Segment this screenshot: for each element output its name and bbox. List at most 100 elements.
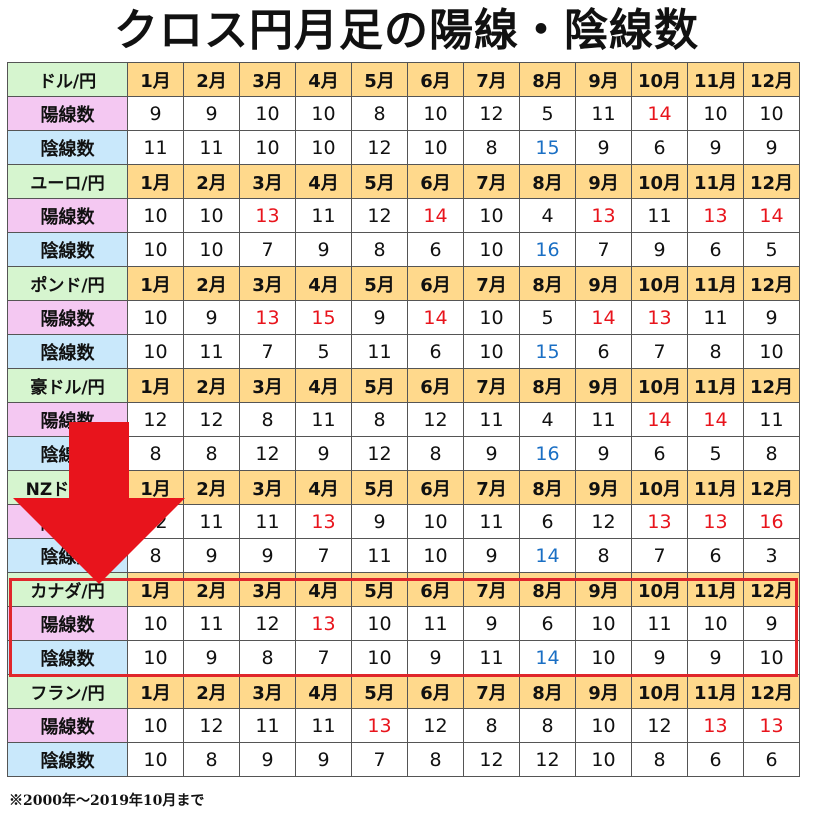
- month-label: 11月: [687, 674, 744, 709]
- yosen-count-cell: 10: [183, 198, 240, 233]
- insen-count-cell: 7: [239, 232, 296, 267]
- yosen-row: 陽線数 9 9 10 10 8 10 12 5 11 14 10 10: [7, 96, 800, 131]
- insen-row: 陰線数 10 9 8 7 10 9 11 14 10 9 9 10: [7, 640, 800, 675]
- month-label: 12月: [743, 572, 800, 607]
- insen-count-cell: 5: [295, 334, 352, 369]
- month-label: 4月: [295, 266, 352, 301]
- pair-header-row: ポンド/円 1月 2月 3月 4月 5月 6月 7月 8月 9月 10月 11月 12月: [7, 266, 800, 301]
- month-label: 5月: [351, 266, 408, 301]
- insen-count-cell: 6: [575, 334, 632, 369]
- yosen-count-cell: 12: [351, 198, 408, 233]
- month-label: 12月: [743, 368, 800, 403]
- month-label: 8月: [519, 368, 576, 403]
- yosen-count-cell: 6: [519, 504, 576, 539]
- yosen-count-cell: 14: [575, 300, 632, 335]
- yosen-count-cell: 10: [239, 96, 296, 131]
- insen-count-cell: 3: [743, 538, 800, 573]
- yosen-count-cell: 8: [239, 402, 296, 437]
- yosen-count-cell: 11: [575, 96, 632, 131]
- insen-count-cell: 9: [631, 640, 688, 675]
- month-label: 1月: [127, 266, 184, 301]
- yosen-count-cell: 11: [183, 606, 240, 641]
- pair-name: 豪ドル/円: [7, 368, 128, 403]
- month-label: 3月: [239, 266, 296, 301]
- insen-count-cell: 10: [575, 640, 632, 675]
- yosen-count-cell: 13: [295, 606, 352, 641]
- month-label: 10月: [631, 674, 688, 709]
- yosen-count-cell: 15: [295, 300, 352, 335]
- insen-row: 陰線数 10 8 9 9 7 8 12 12 10 8 6 6: [7, 742, 800, 777]
- month-label: 7月: [463, 572, 520, 607]
- insen-count-cell: 16: [519, 436, 576, 471]
- insen-count-cell: 9: [463, 538, 520, 573]
- month-label: 2月: [183, 368, 240, 403]
- yosen-count-cell: 11: [463, 402, 520, 437]
- insen-label: 陰線数: [7, 334, 128, 369]
- insen-count-cell: 15: [519, 130, 576, 165]
- month-label: 5月: [351, 62, 408, 97]
- insen-count-cell: 9: [295, 232, 352, 267]
- month-label: 2月: [183, 572, 240, 607]
- insen-count-cell: 8: [687, 334, 744, 369]
- insen-count-cell: 12: [351, 130, 408, 165]
- yosen-count-cell: 12: [463, 96, 520, 131]
- month-label: 6月: [407, 266, 464, 301]
- yosen-count-cell: 13: [631, 504, 688, 539]
- month-label: 1月: [127, 164, 184, 199]
- pair-name: ポンド/円: [7, 266, 128, 301]
- insen-count-cell: 15: [519, 334, 576, 369]
- insen-count-cell: 5: [687, 436, 744, 471]
- insen-count-cell: 8: [743, 436, 800, 471]
- pair-name: フラン/円: [7, 674, 128, 709]
- insen-count-cell: 8: [463, 130, 520, 165]
- insen-count-cell: 14: [519, 538, 576, 573]
- yosen-count-cell: 12: [183, 708, 240, 743]
- yosen-row: 陽線数 10 10 13 11 12 14 10 4 13 11 13 14: [7, 198, 800, 233]
- yosen-count-cell: 10: [687, 606, 744, 641]
- insen-count-cell: 8: [407, 742, 464, 777]
- month-label: 7月: [463, 164, 520, 199]
- month-label: 9月: [575, 674, 632, 709]
- month-label: 2月: [183, 674, 240, 709]
- insen-count-cell: 8: [407, 436, 464, 471]
- yosen-count-cell: 11: [295, 402, 352, 437]
- yosen-count-cell: 10: [575, 606, 632, 641]
- insen-count-cell: 9: [239, 538, 296, 573]
- insen-count-cell: 9: [687, 640, 744, 675]
- yosen-count-cell: 14: [687, 402, 744, 437]
- insen-count-cell: 12: [239, 436, 296, 471]
- month-label: 7月: [463, 368, 520, 403]
- yosen-count-cell: 14: [743, 198, 800, 233]
- insen-count-cell: 12: [351, 436, 408, 471]
- insen-count-cell: 7: [631, 538, 688, 573]
- insen-count-cell: 9: [183, 640, 240, 675]
- insen-count-cell: 10: [407, 538, 464, 573]
- insen-row: 陰線数 8 9 9 7 11 10 9 14 8 7 6 3: [7, 538, 800, 573]
- yosen-count-cell: 10: [351, 606, 408, 641]
- yosen-count-cell: 14: [407, 300, 464, 335]
- insen-count-cell: 10: [463, 232, 520, 267]
- pair-header-row: 豪ドル/円 1月 2月 3月 4月 5月 6月 7月 8月 9月 10月 11月 12月: [7, 368, 800, 403]
- yosen-count-cell: 4: [519, 402, 576, 437]
- pair-header-row: ユーロ/円 1月 2月 3月 4月 5月 6月 7月 8月 9月 10月 11月 12月: [7, 164, 800, 199]
- yosen-label: 陽線数: [7, 708, 128, 743]
- yosen-count-cell: 13: [631, 300, 688, 335]
- cross-yen-table: ドル/円 1月 2月 3月 4月 5月 6月 7月 8月 9月 10月 11月 12月 陽線数 9 9 10 10…: [7, 62, 800, 777]
- month-label: 12月: [743, 266, 800, 301]
- month-label: 12月: [743, 674, 800, 709]
- insen-count-cell: 11: [351, 334, 408, 369]
- insen-count-cell: 8: [183, 436, 240, 471]
- down-arrow-icon: [13, 422, 185, 584]
- month-label: 2月: [183, 164, 240, 199]
- pair-header-row: カナダ/円 1月 2月 3月 4月 5月 6月 7月 8月 9月 10月 11月 12月: [7, 572, 800, 607]
- month-label: 3月: [239, 470, 296, 505]
- month-label: 5月: [351, 368, 408, 403]
- yosen-count-cell: 6: [519, 606, 576, 641]
- insen-count-cell: 8: [631, 742, 688, 777]
- month-label: 3月: [239, 164, 296, 199]
- yosen-count-cell: 13: [351, 708, 408, 743]
- insen-label: 陰線数: [7, 130, 128, 165]
- insen-count-cell: 9: [239, 742, 296, 777]
- yosen-count-cell: 13: [743, 708, 800, 743]
- insen-count-cell: 11: [127, 130, 184, 165]
